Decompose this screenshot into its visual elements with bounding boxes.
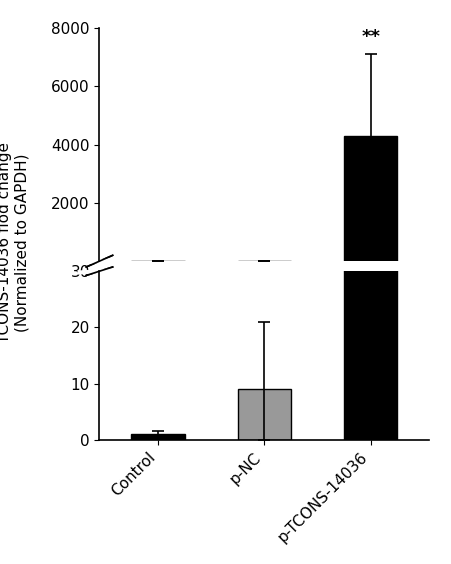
Bar xyxy=(344,0,396,440)
Bar xyxy=(344,136,396,261)
Text: **: ** xyxy=(360,28,380,46)
Bar xyxy=(131,434,184,440)
Bar xyxy=(237,389,290,440)
Text: TCONS-14036 flod change
(Normalized to GAPDH): TCONS-14036 flod change (Normalized to G… xyxy=(0,142,30,343)
